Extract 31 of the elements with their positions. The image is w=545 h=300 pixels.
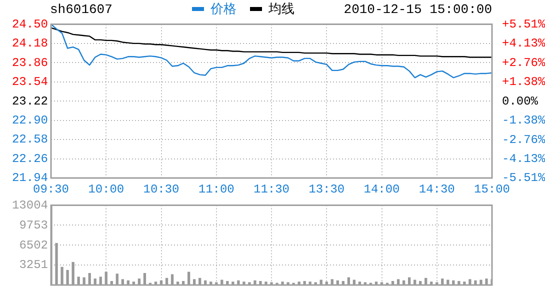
chart-title: sh601607 (50, 2, 112, 16)
y-tick-label: 24.18 (12, 36, 48, 51)
x-tick-label: 10:30 (143, 182, 180, 196)
y2-tick-label: +5.51% (502, 17, 545, 32)
y-tick-label: 22.58 (12, 132, 48, 147)
y-tick-label: 23.22 (12, 94, 48, 108)
y-tick-label: 23.54 (12, 75, 48, 90)
legend-label: 价格 (210, 1, 236, 18)
y-tick-label: 3251 (19, 258, 48, 272)
y-tick-label: 23.86 (12, 56, 48, 70)
x-tick-label: 11:00 (198, 182, 234, 196)
y-tick-label: 9753 (19, 218, 48, 232)
y2-tick-label: -1.38% (502, 114, 545, 128)
y2-tick-label: +1.38% (502, 75, 545, 90)
y2-tick-label: -4.13% (502, 152, 545, 166)
y2-tick-label: -2.76% (502, 132, 545, 147)
y-tick-label: 6502 (19, 238, 48, 252)
x-tick-label: 14:30 (418, 182, 455, 196)
y2-tick-label: 0.00% (502, 94, 539, 108)
x-tick-label: 14:00 (364, 182, 400, 196)
chart-subtitle: 2010-12-15 15:00:00 (344, 2, 492, 16)
x-tick-label: 10:00 (88, 182, 124, 196)
y-tick-label: 13004 (12, 198, 48, 212)
legend-label: 均线 (268, 1, 294, 18)
y-tick-label: 22.26 (12, 152, 48, 166)
y-tick-label: 24.50 (12, 17, 48, 32)
y2-tick-label: +4.13% (502, 36, 545, 51)
x-tick-label: 13:30 (308, 182, 345, 196)
y2-tick-label: +2.76% (502, 56, 545, 70)
y-tick-label: 22.90 (12, 113, 48, 128)
x-tick-label: 11:30 (253, 182, 290, 196)
